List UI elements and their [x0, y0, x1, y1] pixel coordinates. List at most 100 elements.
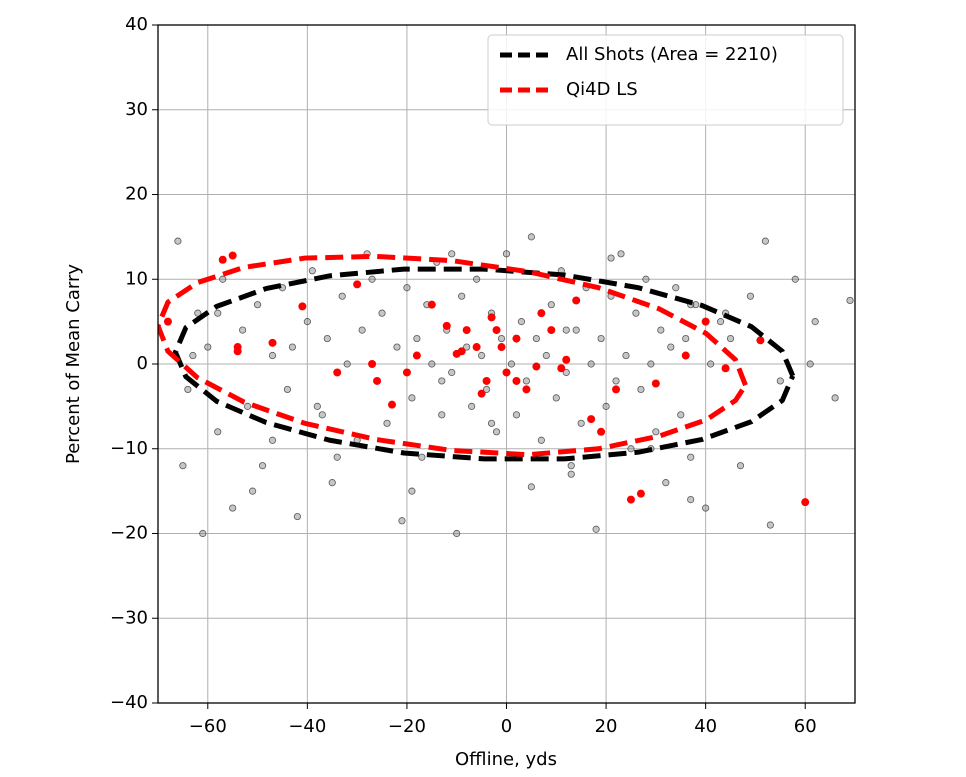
point [562, 355, 571, 364]
point [438, 377, 446, 385]
point [497, 334, 506, 343]
point [626, 495, 635, 504]
point [383, 419, 391, 427]
point [572, 326, 580, 334]
point [303, 318, 311, 326]
point [412, 351, 421, 360]
point [218, 255, 227, 264]
point [323, 334, 331, 343]
point [418, 453, 426, 461]
point [637, 385, 645, 394]
point [642, 275, 650, 283]
point [716, 318, 725, 326]
point [402, 368, 411, 377]
y-tick-label: 40 [125, 14, 148, 35]
point [244, 402, 252, 410]
point [632, 309, 640, 317]
point [766, 521, 774, 529]
point [353, 280, 362, 289]
point [612, 385, 621, 394]
point [373, 376, 382, 385]
point [482, 376, 491, 385]
y-tick-label: −20 [110, 523, 148, 544]
point [592, 525, 600, 533]
point [448, 250, 456, 258]
point [502, 368, 511, 377]
point [537, 436, 545, 444]
point [338, 292, 346, 300]
point [442, 321, 451, 330]
point [567, 470, 575, 478]
x-tick-label: 60 [794, 716, 817, 737]
y-tick-label: 30 [125, 99, 148, 120]
point [468, 402, 476, 410]
point [283, 385, 292, 394]
point [179, 462, 187, 470]
point [547, 326, 556, 335]
point [607, 254, 615, 262]
point [801, 498, 810, 507]
point [184, 385, 192, 394]
point [368, 360, 377, 368]
ellipse-line [172, 266, 796, 462]
point [228, 251, 237, 260]
x-tick-label: 40 [694, 716, 717, 737]
point [487, 419, 496, 427]
point [846, 296, 854, 305]
point [482, 385, 491, 394]
point [328, 479, 336, 487]
point [682, 334, 690, 343]
point [293, 512, 301, 521]
point [517, 318, 526, 326]
x-tick-label: −40 [288, 716, 326, 737]
point [532, 362, 541, 371]
point [408, 487, 416, 495]
point [408, 394, 416, 402]
point [597, 427, 606, 436]
point [268, 436, 277, 444]
point [672, 284, 680, 292]
point [746, 292, 755, 300]
point [288, 343, 297, 351]
ellipse-line [158, 253, 748, 458]
point [701, 317, 710, 326]
point [214, 428, 222, 436]
point [527, 233, 535, 241]
plot-area [158, 233, 854, 538]
point [248, 487, 257, 495]
point [378, 309, 386, 317]
point [448, 368, 456, 377]
point [174, 237, 182, 245]
point [268, 351, 277, 360]
point [811, 318, 819, 326]
point [163, 317, 172, 326]
y-tick-label: −10 [110, 438, 148, 459]
point [308, 267, 316, 275]
point [298, 302, 307, 311]
point [268, 338, 277, 347]
point [214, 309, 222, 317]
point [233, 347, 242, 356]
point [587, 360, 595, 368]
point [687, 453, 695, 461]
point [313, 402, 321, 410]
point [229, 504, 237, 512]
point [647, 360, 655, 368]
legend-label: All Shots (Area = 2210) [566, 44, 778, 65]
y-axis-label: Percent of Mean Carry [63, 264, 84, 464]
point [458, 292, 466, 300]
point [721, 364, 730, 373]
point [387, 400, 396, 409]
point [776, 377, 784, 385]
point [636, 489, 645, 498]
point [587, 415, 596, 424]
point [462, 326, 471, 335]
point [507, 360, 516, 368]
point [532, 334, 540, 343]
point [492, 428, 501, 436]
point [791, 275, 799, 283]
y-tick-label: 0 [137, 353, 148, 374]
point [572, 296, 581, 305]
point [537, 309, 546, 318]
point [453, 529, 461, 538]
